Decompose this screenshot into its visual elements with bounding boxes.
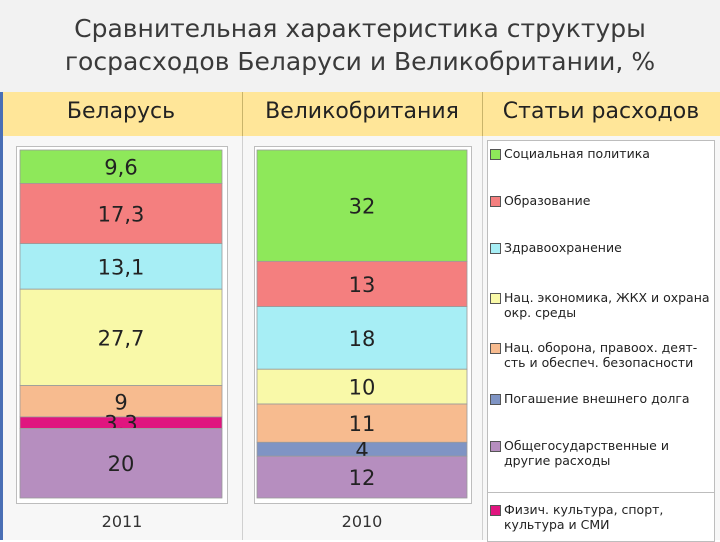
legend-swatch — [490, 293, 501, 304]
bar-segment — [19, 288, 223, 386]
bar-value-label: 27,7 — [98, 326, 145, 350]
title-line-2: госрасходов Беларуси и Великобритании, % — [64, 47, 656, 76]
bar-segment — [19, 243, 223, 290]
slide-title: Сравнительная характеристика структуры г… — [0, 0, 720, 92]
legend-swatch — [490, 149, 501, 160]
bar-value-label: 18 — [349, 327, 376, 351]
year-belarus: 2011 — [101, 512, 143, 531]
bar-value-label: 9 — [114, 390, 127, 414]
bar-value-label: 20 — [108, 452, 135, 476]
legend-swatch — [490, 343, 501, 354]
header-uk: Великобритания — [265, 99, 459, 124]
legend-label: Погашение внешнего долга — [504, 391, 690, 406]
legend-swatch — [490, 441, 501, 452]
bar-segment — [19, 183, 223, 245]
header-divider — [242, 92, 243, 136]
bar-value-label: 32 — [349, 195, 376, 219]
header-items: Статьи расходов — [502, 99, 700, 124]
column-divider — [482, 136, 483, 540]
bar-value-label: 11 — [349, 412, 376, 436]
legend-item: Физич. культура, спорт, культура и СМИ — [490, 502, 710, 532]
bar-value-label: 12 — [349, 466, 376, 490]
header-divider — [482, 92, 483, 136]
year-uk: 2010 — [341, 512, 383, 531]
slide-edge — [0, 92, 3, 540]
legend-item: Социальная политика — [490, 146, 710, 161]
bar-segment — [19, 385, 223, 418]
bar-segment — [256, 260, 468, 307]
column-divider — [242, 136, 243, 540]
legend-item: Здравоохранение — [490, 240, 710, 255]
legend-swatch — [490, 243, 501, 254]
legend-swatch — [490, 394, 501, 405]
legend-item: Общегосударственные и другие расходы — [490, 438, 710, 468]
bar-segment — [256, 455, 468, 499]
bar-segment — [256, 368, 468, 405]
legend-label: Нац. экономика, ЖКХ и охрана окр. среды — [504, 290, 710, 320]
legend-label: Нац. оборона, правоох. деят-сть и обеспе… — [504, 340, 698, 370]
bar-value-label: 13 — [349, 273, 376, 297]
title-line-1: Сравнительная характеристика структуры — [74, 14, 646, 43]
legend-label: Образование — [504, 193, 591, 208]
legend-label: Общегосударственные и другие расходы — [504, 438, 669, 468]
legend-item: Образование — [490, 193, 710, 208]
legend-swatch — [490, 505, 501, 516]
legend-item: Нац. оборона, правоох. деят-сть и обеспе… — [490, 340, 710, 370]
bar-value-label: 10 — [349, 376, 376, 400]
bar-segment — [256, 149, 468, 262]
legend-item: Нац. экономика, ЖКХ и охрана окр. среды — [490, 290, 710, 320]
legend-item: Погашение внешнего долга — [490, 391, 710, 406]
legend-swatch — [490, 196, 501, 207]
bar-segment — [19, 427, 223, 499]
legend-label: Физич. культура, спорт, культура и СМИ — [504, 502, 664, 532]
bar-value-label: 9,6 — [104, 156, 137, 180]
table-header: Беларусь Великобритания Статьи расходов — [0, 92, 720, 136]
legend-panel-extra — [487, 492, 715, 542]
bar-value-label: 13,1 — [98, 255, 145, 279]
bar-segment — [256, 306, 468, 370]
legend-label: Здравоохранение — [504, 240, 622, 255]
bar-value-label: 17,3 — [98, 203, 145, 227]
header-belarus: Беларусь — [66, 99, 176, 124]
legend-label: Социальная политика — [504, 146, 650, 161]
